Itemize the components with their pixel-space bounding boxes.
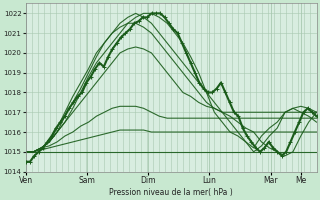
X-axis label: Pression niveau de la mer( hPa ): Pression niveau de la mer( hPa ): [109, 188, 233, 197]
